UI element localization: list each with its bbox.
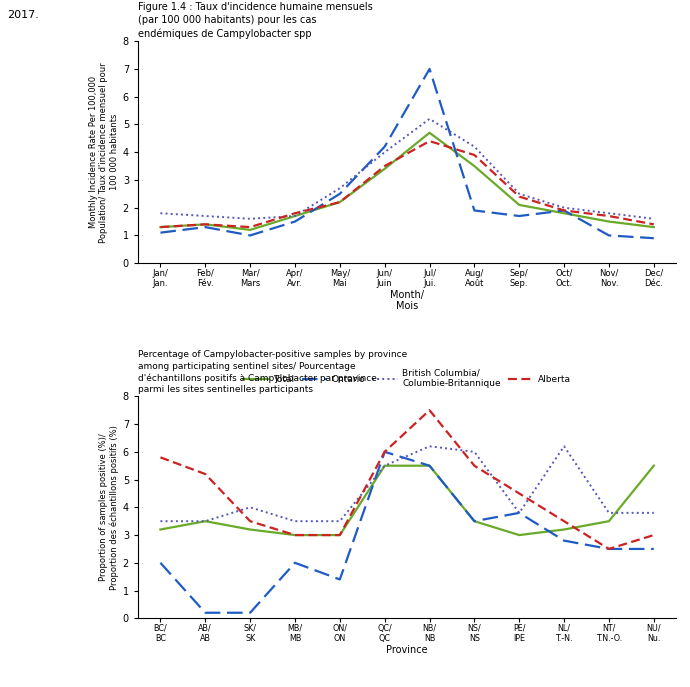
- Y-axis label: Monthly Incidence Rate Per 100,000
Population/ Taux d'incidence mensuel pour
100: Monthly Incidence Rate Per 100,000 Popul…: [89, 62, 119, 243]
- X-axis label: Province: Province: [386, 644, 428, 655]
- Text: 2017.: 2017.: [7, 10, 39, 21]
- Text: Percentage of Campylobacter-positive samples by province
among participating sen: Percentage of Campylobacter-positive sam…: [138, 350, 407, 394]
- Text: Figure 1.4 : Taux d'incidence humaine mensuels
(par 100 000 habitants) pour les : Figure 1.4 : Taux d'incidence humaine me…: [138, 2, 373, 39]
- Y-axis label: Proportion of samples positive (%)/
Proportion des échantillons positifs (%): Proportion of samples positive (%)/ Prop…: [99, 425, 119, 589]
- X-axis label: Month/
Mois: Month/ Mois: [390, 289, 424, 311]
- Legend: Total, Ontario, British Columbia/
Columbie-Britannique, Alberta: Total, Ontario, British Columbia/ Columb…: [240, 365, 574, 392]
